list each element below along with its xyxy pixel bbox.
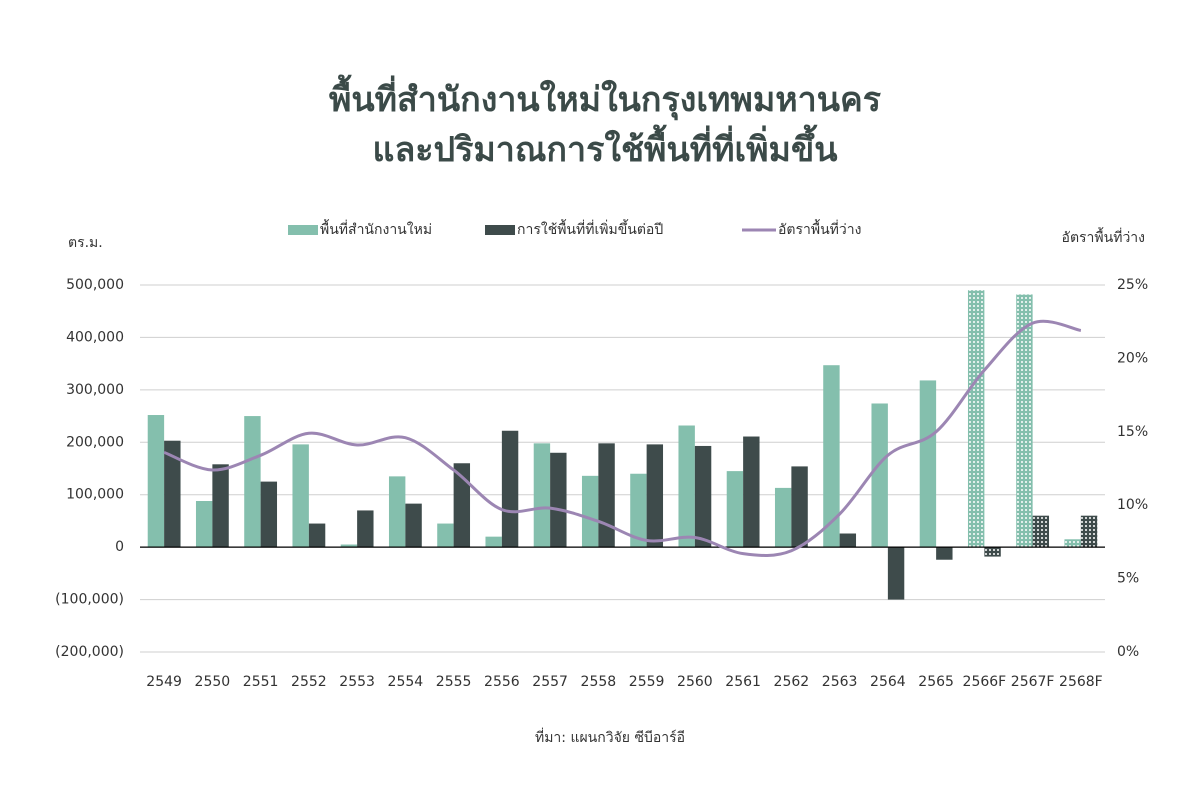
bar — [244, 416, 261, 548]
line — [163, 319, 1082, 557]
bar — [1064, 539, 1081, 548]
x-tick-label: 2562 — [774, 674, 810, 690]
bar — [743, 436, 760, 548]
legend-swatch — [288, 225, 318, 235]
bar — [678, 425, 695, 548]
bar — [164, 440, 181, 548]
bar — [485, 536, 502, 548]
bar — [630, 473, 647, 548]
x-tick-label: 2561 — [725, 674, 761, 690]
bar — [871, 403, 888, 548]
y2-tick-label: 10% — [1117, 497, 1148, 513]
bar — [887, 547, 905, 600]
y2-tick-label: 20% — [1117, 350, 1148, 366]
bar — [212, 464, 229, 548]
bar — [1032, 515, 1050, 548]
bar — [598, 443, 615, 548]
x-tick-label: 2558 — [581, 674, 617, 690]
chart-title: พื้นที่สำนักงานใหม่ในกรุงเทพมหานคร — [329, 74, 882, 121]
x-tick-label: 2550 — [195, 674, 231, 690]
y-tick-label: (100,000) — [55, 592, 124, 608]
bar — [533, 443, 551, 548]
y-tick-label: (200,000) — [55, 644, 124, 660]
bar — [1016, 294, 1033, 548]
bar — [453, 463, 471, 548]
bar — [357, 510, 374, 548]
bar — [823, 365, 840, 548]
bar — [260, 481, 278, 548]
bar — [646, 444, 664, 548]
bar — [195, 501, 213, 548]
y2-tick-label: 5% — [1117, 571, 1139, 587]
x-tick-label: 2552 — [291, 674, 327, 690]
bar — [501, 430, 519, 548]
bar — [405, 503, 422, 548]
x-tick-label: 2556 — [484, 674, 520, 690]
bar — [984, 547, 1001, 557]
bar — [308, 523, 326, 548]
y-tick-label: 400,000 — [66, 329, 124, 345]
x-tick-label: 2551 — [243, 674, 279, 690]
x-tick-label: 2566F — [963, 674, 1007, 690]
x-tick-label: 2568F — [1059, 674, 1103, 690]
x-tick-label: 2555 — [436, 674, 472, 690]
x-tick-label: 2563 — [822, 674, 858, 690]
x-tick-label: 2559 — [629, 674, 665, 690]
x-tick-label: 2565 — [918, 674, 954, 690]
bar — [1080, 515, 1098, 548]
y-tick-label: 200,000 — [66, 434, 124, 450]
x-tick-label: 2554 — [388, 674, 424, 690]
y2-tick-label: 15% — [1117, 424, 1148, 440]
bar — [774, 487, 792, 548]
y-tick-label: 300,000 — [66, 382, 124, 398]
legend-label: อัตราพื้นที่ว่าง — [778, 219, 861, 238]
source-note: ที่มา: แผนกวิจัย ซีบีอาร์อี — [535, 728, 685, 746]
bar — [340, 544, 358, 548]
x-tick-label: 2567F — [1011, 674, 1055, 690]
bar — [388, 476, 406, 548]
x-tick-label: 2564 — [870, 674, 906, 690]
x-tick-label: 2549 — [146, 674, 182, 690]
bar — [919, 380, 937, 548]
x-tick-label: 2560 — [677, 674, 713, 690]
bar — [581, 475, 599, 548]
legend-label: การใช้พื้นที่ที่เพิ่มขึ้นต่อปี — [517, 219, 663, 238]
x-tick-label: 2553 — [339, 674, 375, 690]
bar — [936, 547, 953, 560]
bar — [839, 533, 857, 548]
bar — [967, 290, 985, 548]
y-axis-title: ตร.ม. — [68, 235, 103, 251]
x-tick-label: 2557 — [532, 674, 568, 690]
bar — [147, 415, 165, 548]
bar — [694, 445, 712, 548]
y2-axis-title: อัตราพื้นที่ว่าง — [1062, 227, 1145, 246]
bar — [726, 471, 744, 548]
y2-tick-label: 0% — [1117, 644, 1139, 660]
y-tick-label: 100,000 — [66, 487, 124, 503]
chart-title: และปริมาณการใช้พื้นที่ที่เพิ่มขึ้น — [373, 124, 838, 170]
bar — [437, 523, 454, 548]
legend-label: พื้นที่สำนักงานใหม่ — [320, 219, 432, 238]
bar — [791, 466, 808, 548]
y-tick-label: 500,000 — [66, 277, 124, 293]
y2-tick-label: 25% — [1117, 277, 1148, 293]
bar — [550, 452, 567, 548]
bar — [292, 444, 309, 548]
y-tick-label: 0 — [115, 539, 124, 555]
legend-swatch — [485, 225, 515, 235]
